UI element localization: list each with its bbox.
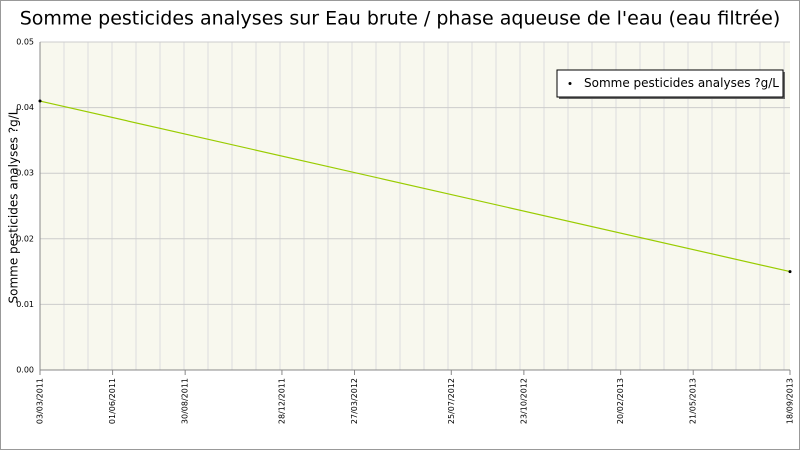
x-tick-label: 01/06/2011 bbox=[108, 378, 117, 424]
y-tick-label: 0.03 bbox=[16, 169, 34, 178]
legend-label: Somme pesticides analyses ?g/L bbox=[584, 76, 779, 90]
x-tick-label: 03/03/2011 bbox=[36, 378, 45, 424]
y-tick-label: 0.00 bbox=[16, 366, 34, 375]
legend bbox=[556, 69, 784, 98]
x-tick-label: 25/07/2012 bbox=[447, 378, 456, 424]
x-tick-label: 21/05/2013 bbox=[689, 378, 698, 424]
y-tick-label: 0.05 bbox=[16, 38, 34, 47]
data-point bbox=[788, 270, 792, 274]
x-tick-label: 28/12/2011 bbox=[277, 378, 286, 424]
data-line bbox=[39, 100, 791, 273]
y-tick-label: 0.01 bbox=[16, 300, 34, 309]
y-tick-label: 0.04 bbox=[16, 103, 34, 112]
x-tick-label: 30/08/2011 bbox=[181, 378, 190, 424]
x-tick-label: 27/03/2012 bbox=[350, 378, 359, 424]
y-axis-label: Somme pesticides analyses ?g/L bbox=[7, 108, 21, 303]
legend-marker bbox=[568, 82, 572, 85]
chart-title: Somme pesticides analyses sur Eau brute … bbox=[20, 8, 781, 30]
x-tick-label: 18/09/2013 bbox=[786, 378, 795, 424]
data-point bbox=[38, 99, 42, 103]
x-tick-label: 20/02/2013 bbox=[616, 378, 625, 424]
x-tick-label: 23/10/2012 bbox=[519, 378, 528, 424]
y-tick-label: 0.02 bbox=[16, 234, 34, 243]
